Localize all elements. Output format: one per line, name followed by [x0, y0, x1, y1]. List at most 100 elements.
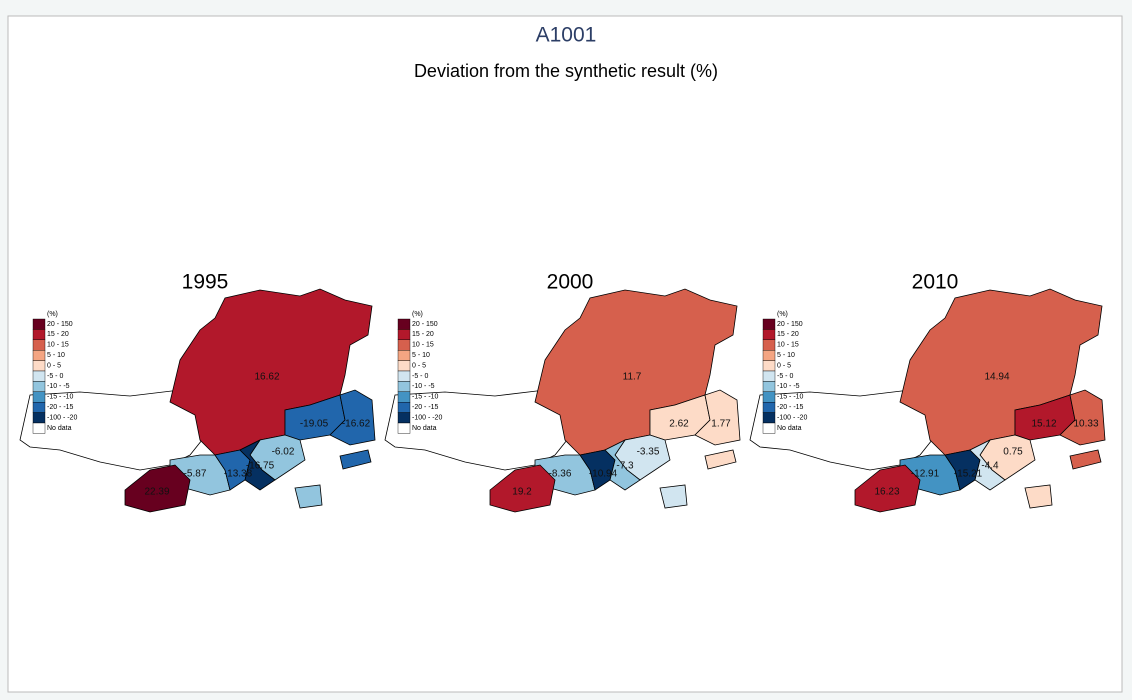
region: [1069, 449, 1102, 470]
region: [534, 288, 738, 456]
region-label: 1.77: [711, 419, 731, 430]
panel-title: 2000: [547, 271, 594, 294]
legend-label: -100 - -20: [412, 414, 442, 421]
legend-swatch: [32, 350, 46, 361]
legend-label: 10 - 15: [412, 342, 434, 349]
legend-label: -20 - -15: [47, 404, 74, 411]
legend-swatch: [32, 412, 46, 424]
legend-swatch: [32, 402, 46, 413]
region: [239, 438, 276, 491]
region: [854, 464, 921, 513]
legend-swatch: [762, 360, 776, 372]
legend-swatch: [32, 339, 46, 351]
region-label: 19.2: [512, 487, 532, 498]
legend-swatch: [762, 412, 776, 424]
legend-label: 5 - 10: [47, 352, 65, 359]
panel-title: 2010: [912, 271, 959, 294]
region: [329, 389, 376, 446]
legend-swatch: [397, 402, 411, 413]
region-label: 10.33: [1073, 419, 1098, 430]
legend-swatch: [762, 422, 776, 434]
legend-swatch: [32, 360, 46, 372]
region: [899, 288, 1103, 456]
legend-label: -10 - -5: [412, 383, 435, 390]
legend-label: -5 - 0: [412, 373, 428, 380]
legend-swatch: [32, 381, 46, 392]
region-label: 22.39: [144, 487, 169, 498]
legend-label: 0 - 5: [777, 362, 791, 369]
legend-label: 5 - 10: [412, 352, 430, 359]
legend-swatch: [762, 318, 776, 330]
region-label: -13.38: [224, 469, 253, 480]
legend-swatch: [397, 422, 411, 434]
region-label: -8.36: [549, 469, 572, 480]
legend-label: 20 - 150: [777, 321, 803, 328]
region-label: 0.75: [1003, 447, 1023, 458]
subtitle: Deviation from the synthetic result (%): [414, 61, 718, 81]
legend-label: -10 - -5: [47, 383, 70, 390]
legend-swatch: [762, 391, 776, 403]
region-label: -7.3: [616, 461, 634, 472]
legend-swatch: [762, 339, 776, 351]
legend-label: -20 - -15: [412, 404, 439, 411]
legend-label: -10 - -5: [777, 383, 800, 390]
region: [694, 389, 741, 446]
region: [659, 484, 688, 509]
legend-label: -5 - 0: [47, 373, 63, 380]
region-label: 15.12: [1031, 419, 1056, 430]
legend-swatch: [32, 391, 46, 403]
legend-title: (%): [47, 311, 58, 318]
legend-swatch: [32, 329, 46, 340]
legend-swatch: [762, 370, 776, 382]
map-panel: 2000 11.7 2.62 1.77 -3.35 -8.36 -10.94-7.3 19.2…: [384, 271, 741, 513]
legend-swatch: [762, 350, 776, 361]
legend-swatch: [397, 318, 411, 330]
legend-label: -100 - -20: [47, 414, 77, 421]
legend-swatch: [397, 339, 411, 351]
legend-swatch: [762, 381, 776, 392]
legend-label: 0 - 5: [47, 362, 61, 369]
legend-swatch: [397, 360, 411, 372]
map-panel: 2010 14.94 15.12 10.33 0.75 -12.91 -15.21-4.4 1…: [749, 271, 1106, 513]
legend-label: 5 - 10: [777, 352, 795, 359]
legend-label: -5 - 0: [777, 373, 793, 380]
region-label: 16.23: [874, 487, 899, 498]
legend-swatch: [397, 412, 411, 424]
legend-label: 0 - 5: [412, 362, 426, 369]
region: [704, 449, 737, 470]
region: [604, 438, 641, 491]
region-label: -16.62: [342, 419, 371, 430]
legend-swatch: [397, 350, 411, 361]
region-label: 2.62: [669, 419, 689, 430]
region: [124, 464, 191, 513]
legend-label: 20 - 150: [47, 321, 73, 328]
legend-swatch: [397, 381, 411, 392]
legend-label: -15 - -10: [777, 394, 804, 401]
map-panel: 1995 16.62 -19.05 -16.62 -6.02 -5.87 -13.38-16…: [19, 271, 376, 513]
region-label: 14.94: [984, 372, 1009, 383]
legend-swatch: [762, 329, 776, 340]
legend-title: (%): [777, 311, 788, 318]
panel-title: 1995: [182, 271, 229, 294]
legend-swatch: [397, 370, 411, 382]
legend-label: 10 - 15: [47, 342, 69, 349]
legend-label: -15 - -10: [47, 394, 74, 401]
legend-swatch: [32, 370, 46, 382]
legend-label: -100 - -20: [777, 414, 807, 421]
region-label: -3.35: [637, 447, 660, 458]
legend-label: 10 - 15: [777, 342, 799, 349]
legend-label: 15 - 20: [777, 331, 799, 338]
region: [294, 484, 323, 509]
region-label: -16.75: [246, 461, 275, 472]
region: [1024, 484, 1053, 509]
legend-swatch: [32, 318, 46, 330]
legend-title: (%): [412, 311, 423, 318]
legend-label: 15 - 20: [47, 331, 69, 338]
region-label: -4.4: [981, 461, 999, 472]
region: [339, 449, 372, 470]
region-label: 16.62: [254, 372, 279, 383]
legend-label: No data: [412, 425, 437, 432]
region-label: -5.87: [184, 469, 207, 480]
